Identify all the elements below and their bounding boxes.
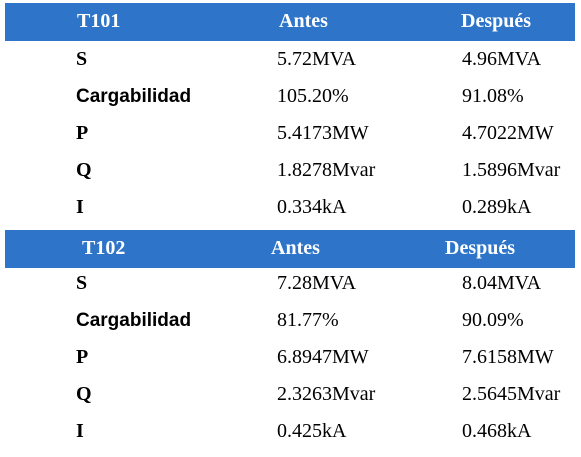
table-row: S 5.72MVA 4.96MVA — [0, 41, 581, 78]
value-before: 5.72MVA — [277, 48, 357, 70]
value-after: 8.04MVA — [462, 272, 542, 294]
table-row: Cargabilidad 81.77% 90.09% — [0, 302, 581, 339]
value-after: 91.08% — [462, 85, 524, 107]
value-after: 4.96MVA — [462, 48, 542, 70]
table-header-t101: T101 Antes Después — [5, 3, 575, 41]
row-label: Q — [76, 159, 92, 181]
value-before: 7.28MVA — [277, 272, 357, 294]
table-row: P 5.4173MW 4.7022MW — [0, 115, 581, 152]
value-before: 6.8947MW — [277, 346, 369, 368]
value-after: 0.468kA — [462, 420, 532, 442]
table-row: I 0.334kA 0.289kA — [0, 189, 581, 226]
value-after: 4.7022MW — [462, 122, 554, 144]
header-after: Después — [445, 237, 516, 259]
row-label: P — [76, 346, 89, 368]
row-label: Cargabilidad — [76, 86, 192, 107]
value-before: 5.4173MW — [277, 122, 369, 144]
value-after: 90.09% — [462, 309, 524, 331]
value-before: 2.3263Mvar — [277, 383, 376, 405]
table-row: I 0.425kA 0.468kA — [0, 413, 581, 450]
value-after: 0.289kA — [462, 196, 532, 218]
table-row: P 6.8947MW 7.6158MW — [0, 339, 581, 376]
row-label: Cargabilidad — [76, 310, 192, 331]
header-after: Después — [461, 10, 532, 32]
row-label: S — [76, 48, 88, 70]
row-label: P — [76, 122, 89, 144]
table-row: Q 2.3263Mvar 2.5645Mvar — [0, 376, 581, 413]
value-after: 7.6158MW — [462, 346, 554, 368]
row-label: I — [76, 420, 84, 442]
value-after: 2.5645Mvar — [462, 383, 561, 405]
row-label: I — [76, 196, 84, 218]
table-row: S 7.28MVA 8.04MVA — [0, 265, 581, 302]
header-before: Antes — [271, 237, 320, 259]
row-label: Q — [76, 383, 92, 405]
value-before: 81.77% — [277, 309, 339, 331]
value-after: 1.5896Mvar — [462, 159, 561, 181]
value-before: 1.8278Mvar — [277, 159, 376, 181]
row-label: S — [76, 272, 88, 294]
table-row: Q 1.8278Mvar 1.5896Mvar — [0, 152, 581, 189]
table-header-t102: T102 Antes Después — [5, 230, 575, 268]
header-transformer-name: T101 — [77, 10, 121, 32]
header-before: Antes — [279, 10, 328, 32]
header-transformer-name: T102 — [82, 237, 126, 259]
value-before: 0.425kA — [277, 420, 347, 442]
table-row: Cargabilidad 105.20% 91.08% — [0, 78, 581, 115]
value-before: 105.20% — [277, 85, 349, 107]
value-before: 0.334kA — [277, 196, 347, 218]
